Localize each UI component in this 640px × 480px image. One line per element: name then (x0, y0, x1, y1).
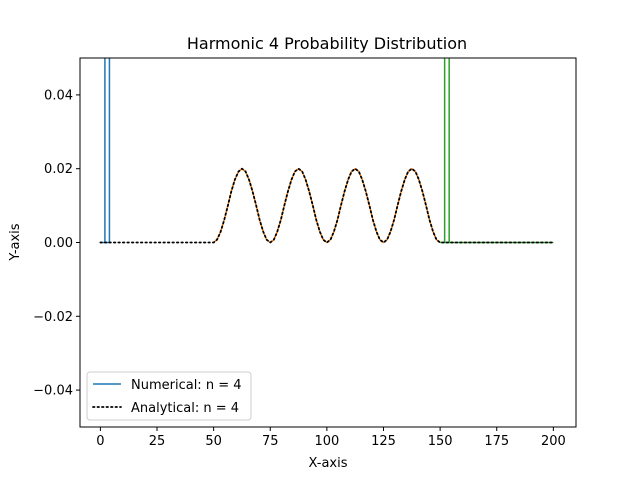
y-tick-label: 0.00 (44, 236, 73, 251)
legend-box (86, 371, 252, 421)
y-tick-label: 0.04 (44, 88, 73, 103)
x-tick-label: 150 (428, 434, 453, 449)
x-axis-label: X-axis (309, 456, 348, 471)
y-tick-label: −0.02 (33, 310, 73, 325)
x-axis-ticks: 0 25 50 75 100 125 150 175 200 (96, 427, 566, 449)
chart-title: Harmonic 4 Probability Distribution (187, 34, 467, 53)
x-tick-label: 75 (262, 434, 279, 449)
y-axis-ticks: −0.04 −0.02 0.00 0.02 0.04 (33, 88, 80, 399)
series-line-4 (99, 167, 555, 244)
legend-label-numerical: Numerical: n = 4 (131, 378, 242, 393)
x-tick-label: 0 (96, 434, 104, 449)
plot-series (99, 58, 555, 244)
legend-label-analytical: Analytical: n = 4 (131, 401, 239, 416)
y-tick-label: 0.02 (44, 162, 73, 177)
legend: Numerical: n = 4 Analytical: n = 4 (86, 371, 252, 421)
y-axis-label: Y-axis (8, 223, 23, 261)
y-tick-label: −0.04 (33, 384, 73, 399)
x-tick-label: 125 (371, 434, 396, 449)
x-tick-label: 100 (314, 434, 339, 449)
x-tick-label: 200 (541, 434, 566, 449)
x-tick-label: 50 (205, 434, 222, 449)
x-tick-label: 25 (149, 434, 166, 449)
x-tick-label: 175 (484, 434, 509, 449)
